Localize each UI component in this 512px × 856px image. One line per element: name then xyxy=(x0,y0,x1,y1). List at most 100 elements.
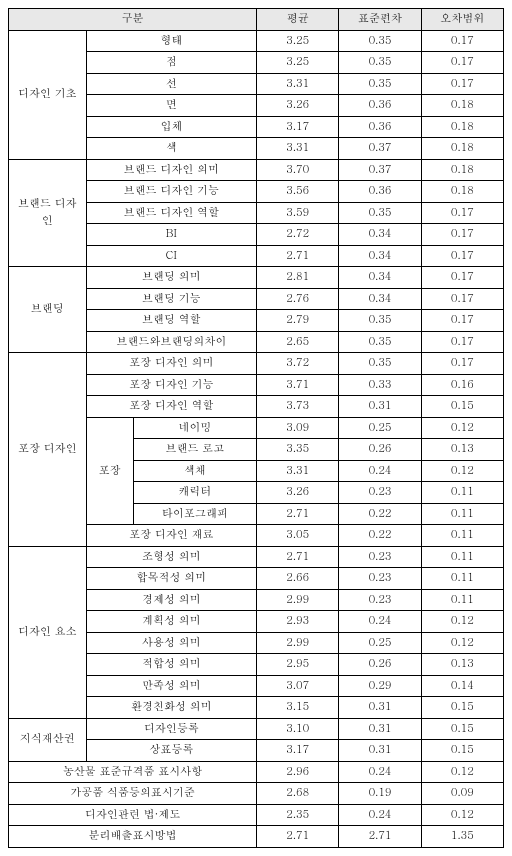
group-label: 지식재산권 xyxy=(9,718,87,761)
error-value: 0.17 xyxy=(421,288,503,310)
sd-value: 0.35 xyxy=(339,310,421,332)
error-value: 0.09 xyxy=(421,783,503,805)
mean-value: 3.71 xyxy=(257,374,339,396)
sd-value: 0.25 xyxy=(339,417,421,439)
sd-value: 0.24 xyxy=(339,611,421,633)
error-value: 0.12 xyxy=(421,804,503,826)
sub-label: 색 xyxy=(86,138,256,160)
group-label: 디자인 기초 xyxy=(9,30,87,159)
sub-label: CI xyxy=(86,245,256,267)
error-value: 0.17 xyxy=(421,30,503,52)
sd-value: 0.24 xyxy=(339,804,421,826)
error-value: 0.17 xyxy=(421,310,503,332)
sd-value: 0.35 xyxy=(339,52,421,74)
error-value: 0.17 xyxy=(421,267,503,289)
mean-value: 3.17 xyxy=(257,116,339,138)
sub-label: 환경친화성 의미 xyxy=(86,697,256,719)
error-value: 0.11 xyxy=(421,482,503,504)
error-value: 0.14 xyxy=(421,675,503,697)
sub-label: 브랜딩 기능 xyxy=(86,288,256,310)
stats-table: 구분 평균 표준편차 오차범위 디자인 기초형태3.250.350.17점3.2… xyxy=(8,8,504,848)
mean-value: 3.35 xyxy=(257,439,339,461)
error-value: 0.16 xyxy=(421,374,503,396)
mean-value: 3.59 xyxy=(257,202,339,224)
table-body: 디자인 기초형태3.250.350.17점3.250.350.17선3.310.… xyxy=(9,30,504,847)
error-value: 0.12 xyxy=(421,632,503,654)
sd-value: 0.26 xyxy=(339,654,421,676)
table-row: 가공품 식품등의표시기준2.680.190.09 xyxy=(9,783,504,805)
group-label: 브랜딩 xyxy=(9,267,87,353)
sd-value: 0.31 xyxy=(339,718,421,740)
sd-value: 0.31 xyxy=(339,396,421,418)
sd-value: 0.24 xyxy=(339,460,421,482)
sd-value: 0.29 xyxy=(339,675,421,697)
error-value: 0.18 xyxy=(421,159,503,181)
sd-value: 0.31 xyxy=(339,697,421,719)
sd-value: 0.19 xyxy=(339,783,421,805)
table-row: 디자인 요소조형성 의미2.710.230.11 xyxy=(9,546,504,568)
sub-label: 브랜드 디자인 역할 xyxy=(86,202,256,224)
error-value: 0.15 xyxy=(421,718,503,740)
error-value: 0.11 xyxy=(421,503,503,525)
error-value: 0.12 xyxy=(421,761,503,783)
error-value: 0.18 xyxy=(421,116,503,138)
sub-label: 점 xyxy=(86,52,256,74)
table-row: 농산물 표준규격품 표시사항2.960.240.12 xyxy=(9,761,504,783)
sub-label: 포장 디자인 재료 xyxy=(86,525,256,547)
sub-label: 색채 xyxy=(133,460,256,482)
sd-value: 0.23 xyxy=(339,568,421,590)
error-value: 0.17 xyxy=(421,202,503,224)
sd-value: 0.35 xyxy=(339,73,421,95)
sd-value: 0.35 xyxy=(339,331,421,353)
sd-value: 0.23 xyxy=(339,546,421,568)
group-label: 디자인 요소 xyxy=(9,546,87,718)
mean-value: 2.71 xyxy=(257,245,339,267)
error-value: 0.17 xyxy=(421,353,503,375)
header-sd: 표준편차 xyxy=(339,9,421,31)
error-value: 0.15 xyxy=(421,697,503,719)
sd-value: 2.71 xyxy=(339,826,421,848)
error-value: 0.11 xyxy=(421,525,503,547)
mean-value: 3.15 xyxy=(257,697,339,719)
sd-value: 0.34 xyxy=(339,224,421,246)
sub-label: 조형성 의미 xyxy=(86,546,256,568)
sub-label: 브랜드 로고 xyxy=(133,439,256,461)
mean-value: 2.71 xyxy=(257,546,339,568)
mean-value: 3.09 xyxy=(257,417,339,439)
full-row-label: 가공품 식품등의표시기준 xyxy=(9,783,257,805)
error-value: 0.18 xyxy=(421,138,503,160)
mean-value: 2.71 xyxy=(257,826,339,848)
error-value: 0.18 xyxy=(421,95,503,117)
mean-value: 2.68 xyxy=(257,783,339,805)
sd-value: 0.35 xyxy=(339,353,421,375)
error-value: 0.12 xyxy=(421,460,503,482)
sd-value: 0.36 xyxy=(339,95,421,117)
sd-value: 0.36 xyxy=(339,181,421,203)
sub-label: 계획성 의미 xyxy=(86,611,256,633)
error-value: 1.35 xyxy=(421,826,503,848)
sub-label: 만족성 의미 xyxy=(86,675,256,697)
mean-value: 3.31 xyxy=(257,138,339,160)
sd-value: 0.22 xyxy=(339,503,421,525)
mean-value: 2.81 xyxy=(257,267,339,289)
table-row: 디자인 기초형태3.250.350.17 xyxy=(9,30,504,52)
mean-value: 3.73 xyxy=(257,396,339,418)
error-value: 0.12 xyxy=(421,611,503,633)
mean-value: 2.99 xyxy=(257,589,339,611)
header-mean: 평균 xyxy=(257,9,339,31)
sd-value: 0.35 xyxy=(339,202,421,224)
table-row: 포장 디자인포장 디자인 의미3.720.350.17 xyxy=(9,353,504,375)
mean-value: 3.70 xyxy=(257,159,339,181)
sub-label: 포장 디자인 의미 xyxy=(86,353,256,375)
error-value: 0.17 xyxy=(421,331,503,353)
sub-label: 적합성 의미 xyxy=(86,654,256,676)
sd-value: 0.31 xyxy=(339,740,421,762)
header-category: 구분 xyxy=(9,9,257,31)
sd-value: 0.23 xyxy=(339,482,421,504)
group-label: 브랜드 디자인 xyxy=(9,159,87,267)
mean-value: 3.07 xyxy=(257,675,339,697)
full-row-label: 분리배출표시방법 xyxy=(9,826,257,848)
sub-label: 브랜딩 역할 xyxy=(86,310,256,332)
sub-label: 형태 xyxy=(86,30,256,52)
sub-label: 네이밍 xyxy=(133,417,256,439)
